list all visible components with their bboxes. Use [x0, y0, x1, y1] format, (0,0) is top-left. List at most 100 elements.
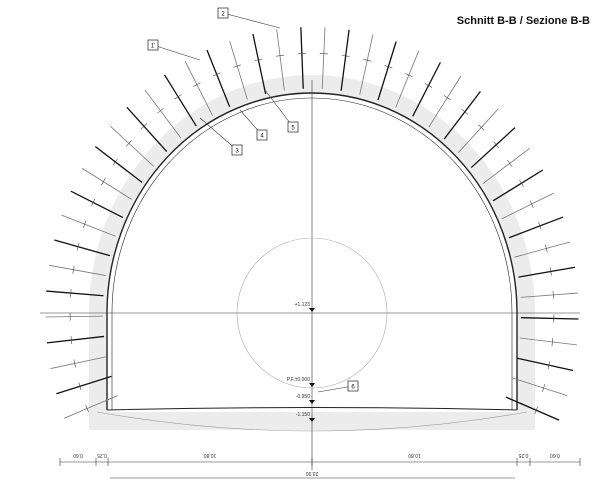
- rock-bolt: [252, 33, 267, 95]
- bolt-plate: [461, 109, 469, 115]
- bolt-plate: [547, 361, 551, 370]
- rock-bolt: [428, 75, 462, 128]
- bolt-plate: [85, 404, 89, 413]
- rock-bolt: [64, 395, 118, 419]
- bolt-plate: [424, 83, 433, 88]
- rock-bolt: [512, 377, 568, 397]
- bolt-plate: [212, 72, 221, 77]
- rock-bolt: [516, 357, 574, 372]
- bolt-plate: [233, 64, 242, 68]
- bolt-plate: [254, 58, 263, 62]
- callout-box: [347, 380, 359, 392]
- rock-bolt: [359, 34, 374, 95]
- bolt-plate: [78, 382, 82, 391]
- bolt-plate: [193, 82, 201, 87]
- bolt-plate: [529, 200, 534, 208]
- dim-label: 10.80: [204, 452, 217, 458]
- rock-bolt: [518, 266, 576, 278]
- rock-bolt: [46, 335, 105, 344]
- bolt-plate: [538, 222, 542, 230]
- bolt-plate: [70, 289, 72, 298]
- bolt-plate: [507, 159, 513, 167]
- rock-bolt: [144, 89, 182, 139]
- rock-bolt: [50, 356, 107, 369]
- bolt-plate: [91, 198, 96, 207]
- bolt-plate: [157, 107, 164, 114]
- bolt-plate: [405, 73, 413, 77]
- callout-label: 1': [151, 44, 155, 50]
- rock-bolt: [163, 74, 197, 127]
- rock-bolt: [521, 317, 579, 320]
- rock-bolt: [458, 108, 499, 153]
- rock-bolt: [49, 264, 106, 276]
- bolt-plate: [443, 95, 451, 101]
- leader: [264, 89, 294, 128]
- callout-box: [147, 39, 159, 51]
- bolt-plate: [174, 94, 182, 100]
- bolt-plate: [552, 290, 554, 299]
- bolt-plate: [549, 267, 552, 276]
- callout-label: 3: [235, 149, 239, 155]
- rock-bolt: [46, 290, 104, 297]
- bolt-plate: [542, 384, 546, 392]
- dim-label: 0.25: [518, 452, 528, 458]
- rock-bolt: [470, 127, 516, 169]
- callout-label: 6: [351, 385, 355, 391]
- bolt-plate: [478, 124, 485, 131]
- rock-bolt: [109, 125, 154, 167]
- level-mark: [309, 308, 315, 312]
- bolt-plate: [112, 158, 118, 166]
- callout-box: [287, 121, 299, 133]
- callout-box: [256, 129, 268, 141]
- rock-bolt: [492, 169, 544, 202]
- rock-bolt: [505, 396, 560, 421]
- level-mark: [309, 383, 315, 387]
- callout-label: 4: [260, 134, 264, 140]
- rock-bolt: [276, 29, 285, 91]
- rock-bolt: [520, 292, 578, 298]
- bolt-plate: [126, 140, 132, 147]
- level-mark: [309, 418, 315, 422]
- bolt-plate: [519, 179, 524, 187]
- rock-bolt: [45, 315, 103, 318]
- leader: [222, 12, 281, 29]
- dim-label: 0.25: [97, 452, 107, 458]
- dim-label: 0.60: [73, 452, 83, 458]
- bolt-plate: [276, 54, 285, 57]
- callout-label: 2: [221, 12, 225, 18]
- rock-bolt: [300, 27, 304, 89]
- bolt-plate: [341, 55, 350, 57]
- rock-bolt: [184, 61, 213, 116]
- overall-label: 23.90: [306, 470, 319, 476]
- rock-bolt: [482, 147, 531, 184]
- title: Schnitt B-B / Sezione B-B: [457, 15, 590, 27]
- level-label: -1.150: [296, 412, 310, 418]
- rock-bolt: [412, 62, 441, 117]
- dim-label: 0.60: [550, 452, 560, 458]
- bolt-plate: [70, 336, 73, 345]
- level-label: +1.123: [295, 302, 311, 308]
- rock-bolt: [508, 216, 564, 239]
- bolt-plate: [76, 242, 80, 251]
- bolt-plate: [363, 59, 372, 62]
- bolt-plate: [384, 65, 393, 69]
- callout-box: [217, 7, 229, 19]
- rock-bolt: [443, 90, 481, 140]
- rock-bolt: [61, 214, 116, 237]
- bolt-plate: [551, 337, 554, 346]
- rock-bolt: [54, 239, 111, 257]
- profile-circle: [236, 237, 388, 389]
- bolt-plate: [545, 244, 548, 253]
- bolt-plate: [83, 220, 87, 229]
- bolt-plate: [72, 265, 75, 274]
- rock-bolt: [395, 50, 420, 108]
- dim-label: 10.80: [408, 452, 421, 458]
- leader: [199, 117, 238, 151]
- rock-bolt: [70, 190, 124, 219]
- leader: [317, 385, 354, 393]
- rock-bolt: [229, 40, 248, 100]
- rock-bolt: [126, 106, 168, 153]
- bolt-plate: [140, 123, 148, 130]
- level-label: -0.950: [296, 394, 310, 400]
